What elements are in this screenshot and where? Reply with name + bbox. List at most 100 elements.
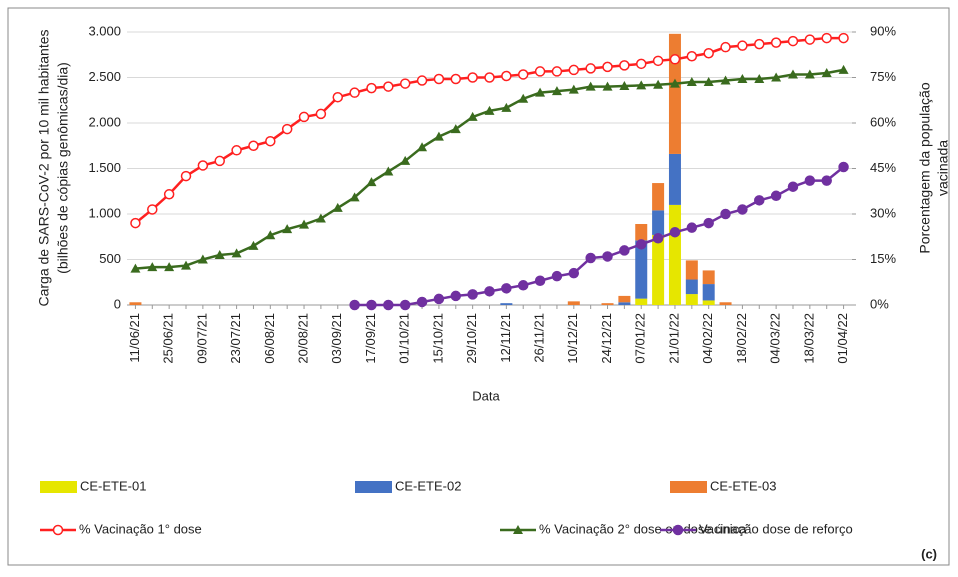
- bar-segment: [567, 301, 580, 305]
- line-marker: [416, 75, 428, 86]
- line-marker: [703, 47, 714, 59]
- bar-segment: [635, 224, 648, 241]
- line-marker: [770, 37, 782, 48]
- line-marker: [433, 73, 445, 85]
- line-marker: [568, 64, 580, 76]
- bar-segment: [685, 279, 698, 295]
- x-tick-label: 04/02/22: [700, 313, 715, 364]
- line-marker: [652, 233, 664, 244]
- line-marker: [585, 63, 596, 74]
- x-tick-label: 26/11/21: [532, 313, 547, 363]
- y2-tick-label: 0%: [870, 296, 889, 311]
- line-marker: [720, 208, 731, 220]
- line-marker: [282, 224, 293, 234]
- line-marker: [433, 293, 445, 305]
- line-marker: [349, 192, 360, 202]
- x-axis-title: Data: [472, 388, 500, 403]
- line-marker: [518, 93, 529, 103]
- y-tick-label: 500: [99, 251, 121, 266]
- line-marker: [450, 73, 462, 85]
- legend-marker: [52, 524, 64, 536]
- line-marker: [517, 280, 529, 291]
- line-marker: [383, 299, 394, 311]
- line-marker: [332, 91, 344, 103]
- line-marker: [737, 74, 748, 84]
- frame: [7, 7, 950, 566]
- x-tick-label: 03/09/21: [329, 313, 344, 364]
- legend-label: Vacinação dose de reforço: [699, 521, 853, 536]
- legend-marker: [672, 524, 684, 536]
- line-marker: [534, 275, 546, 286]
- line-marker: [534, 66, 546, 77]
- x-tick-label: 04/03/22: [768, 313, 783, 364]
- bar-segment: [500, 303, 513, 305]
- line-marker: [821, 175, 832, 186]
- line-marker: [265, 135, 276, 147]
- line-marker: [265, 230, 276, 240]
- line-marker: [501, 102, 512, 112]
- x-tick-label: 07/01/22: [633, 313, 648, 364]
- line-marker: [484, 286, 495, 297]
- line-marker: [147, 262, 158, 272]
- x-tick-label: 29/10/21: [464, 313, 479, 364]
- line-marker: [568, 267, 580, 279]
- legend-marker: [513, 525, 523, 534]
- line-marker: [315, 213, 326, 223]
- line-marker: [737, 204, 748, 215]
- line-marker: [585, 252, 596, 264]
- y2-tick-label: 30%: [870, 205, 896, 220]
- legend-swatch: [670, 481, 707, 493]
- line-marker: [787, 181, 799, 192]
- x-tick-label: 12/11/21: [498, 313, 513, 363]
- line-marker: [551, 270, 563, 282]
- bar-segment: [668, 153, 681, 205]
- line-marker: [585, 81, 596, 91]
- x-tick-label: 23/07/21: [228, 313, 243, 364]
- line-marker: [349, 87, 360, 98]
- y2-axis-title: vacinada: [935, 140, 951, 196]
- bar-segment: [668, 33, 681, 154]
- line-marker: [619, 245, 630, 256]
- line-marker: [669, 78, 680, 88]
- line-marker: [147, 204, 158, 215]
- line-marker: [703, 217, 714, 229]
- bar-segment: [618, 295, 631, 303]
- line-marker: [720, 41, 731, 53]
- line-marker: [298, 111, 310, 123]
- line-marker: [248, 140, 259, 151]
- line-marker: [281, 123, 293, 135]
- legend-swatch: [40, 481, 77, 493]
- line-marker: [771, 72, 782, 82]
- bar-segment: [685, 260, 698, 280]
- line-marker: [349, 299, 360, 311]
- y-tick-label: 2.500: [88, 69, 121, 84]
- line-marker: [399, 299, 411, 311]
- line-marker: [400, 155, 411, 165]
- y2-tick-label: 60%: [870, 114, 896, 129]
- line-marker: [804, 69, 815, 79]
- x-tick-label: 18/03/22: [801, 313, 816, 364]
- line-marker: [231, 145, 242, 156]
- line-marker: [804, 34, 816, 45]
- line-marker: [838, 161, 849, 173]
- line-marker: [164, 262, 175, 272]
- line-marker: [804, 175, 816, 186]
- y2-tick-label: 75%: [870, 69, 896, 84]
- line-marker: [181, 260, 192, 270]
- line-marker: [737, 40, 748, 51]
- y2-tick-label: 15%: [870, 251, 896, 266]
- bar-segment: [719, 302, 732, 305]
- line-marker: [551, 66, 563, 77]
- line-marker: [551, 86, 562, 96]
- bar-segment: [668, 204, 681, 305]
- bar-segment: [635, 240, 648, 299]
- line-marker: [417, 142, 428, 152]
- line-marker: [653, 79, 664, 89]
- bar-segment: [618, 302, 631, 305]
- y-tick-label: 2.000: [88, 114, 121, 129]
- line-marker: [180, 170, 192, 182]
- line-marker: [838, 64, 849, 74]
- line-marker: [619, 80, 630, 90]
- x-tick-label: 18/02/22: [734, 313, 749, 364]
- line-marker: [686, 51, 698, 62]
